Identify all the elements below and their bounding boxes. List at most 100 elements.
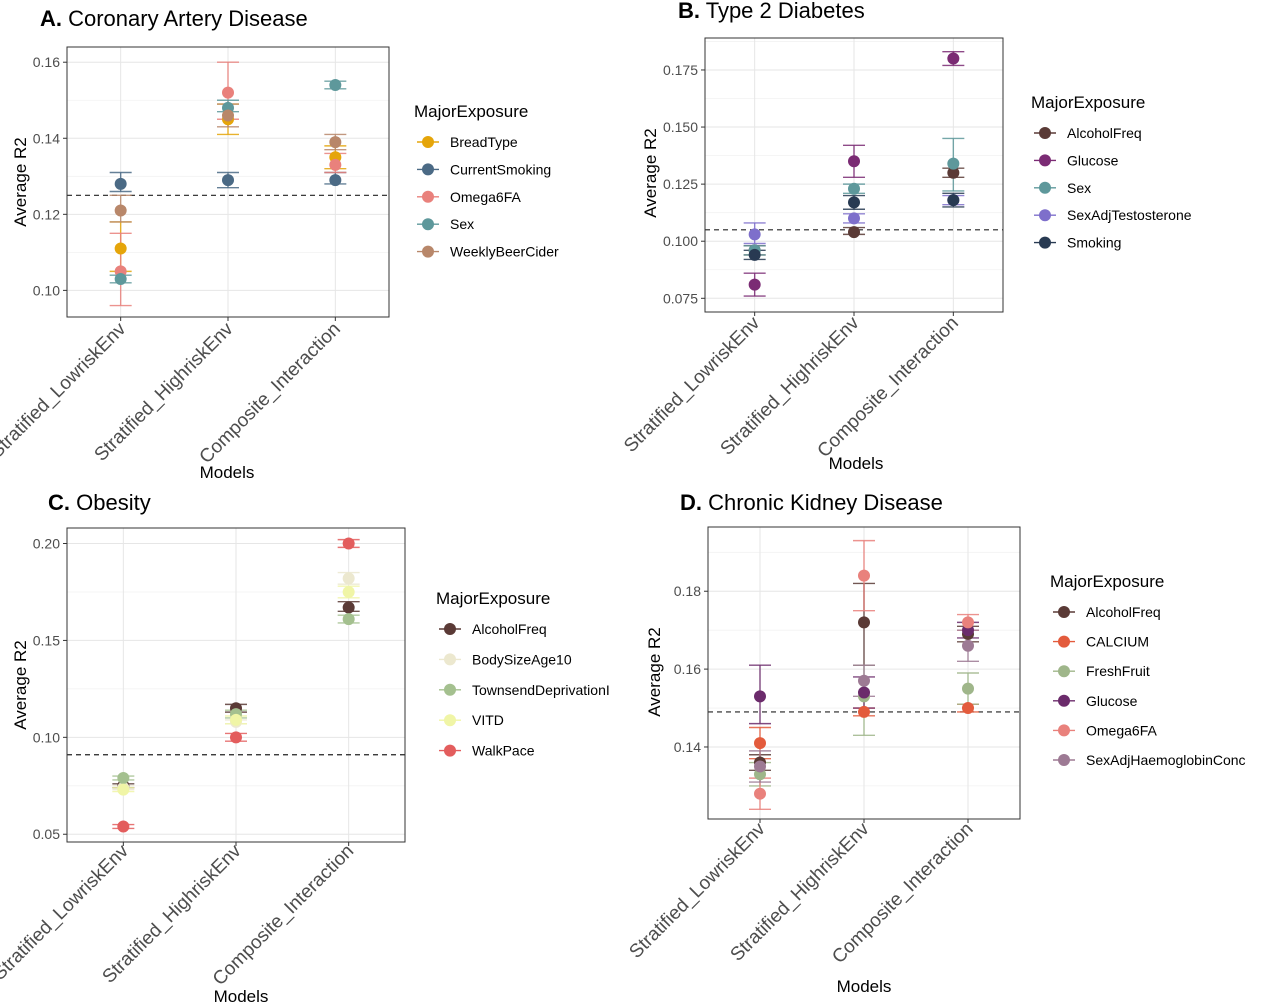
- legend-item: CurrentSmoking: [417, 161, 551, 177]
- legend-item: WeeklyBeerCider: [417, 244, 559, 260]
- panel-title: A. Coronary Artery Disease: [40, 6, 308, 31]
- legend-label: Omega6FA: [450, 189, 521, 205]
- data-point: [114, 177, 127, 190]
- legend-item: Omega6FA: [1053, 722, 1157, 738]
- legend-title: MajorExposure: [436, 589, 550, 608]
- legend-key-point: [1058, 694, 1070, 707]
- panel-title: C. Obesity: [48, 490, 151, 515]
- data-point: [754, 787, 766, 800]
- legend-key-point: [422, 218, 434, 231]
- legend-label: VITD: [472, 712, 504, 728]
- data-point: [342, 572, 355, 585]
- panel-letter: B.: [678, 0, 700, 23]
- panel-title: D. Chronic Kidney Disease: [680, 490, 943, 515]
- legend-label: BreadType: [450, 134, 518, 150]
- data-point: [848, 226, 860, 239]
- data-point: [342, 601, 355, 614]
- legend-key-point: [422, 190, 434, 203]
- legend-item: Glucose: [1034, 152, 1119, 168]
- legend-label: SexAdjHaemoglobinConc: [1086, 752, 1246, 768]
- data-point: [848, 155, 860, 168]
- legend-item: Glucose: [1053, 693, 1138, 709]
- legend-title: MajorExposure: [414, 102, 528, 121]
- data-point: [342, 613, 355, 626]
- panel-letter: C.: [48, 490, 70, 515]
- data-point: [114, 242, 127, 255]
- legend-key-point: [1058, 724, 1070, 737]
- legend-key-point: [444, 623, 456, 635]
- x-axis-label: Models: [837, 977, 892, 996]
- data-point: [222, 174, 234, 187]
- y-tick-label: 0.175: [663, 62, 698, 78]
- legend-item: Omega6FA: [417, 189, 521, 205]
- data-point: [114, 204, 127, 217]
- data-point: [117, 820, 130, 833]
- data-point: [858, 569, 870, 582]
- data-point: [329, 136, 342, 149]
- legend-key-point: [422, 245, 434, 258]
- legend-item: SexAdjTestosterone: [1034, 207, 1192, 223]
- legend-label: Sex: [450, 216, 474, 232]
- legend-key-point: [1039, 127, 1051, 139]
- y-axis-label: Average R2: [645, 627, 664, 716]
- legend-key-point: [422, 136, 434, 148]
- data-point: [230, 731, 242, 744]
- data-point: [754, 760, 766, 773]
- data-point: [962, 639, 974, 652]
- y-tick-label: 0.20: [33, 536, 60, 552]
- data-point: [947, 52, 960, 65]
- legend-key-point: [1039, 209, 1051, 222]
- data-point: [748, 278, 761, 291]
- data-point: [754, 690, 766, 703]
- data-point: [848, 196, 860, 209]
- y-tick-label: 0.150: [663, 119, 698, 135]
- legend: MajorExposure AlcoholFreq BodySizeAge10 Tow…: [436, 589, 610, 759]
- y-tick-label: 0.10: [33, 729, 60, 745]
- x-axis-label: Models: [214, 987, 269, 1006]
- legend-title: MajorExposure: [1050, 572, 1164, 591]
- legend-item: WalkPace: [439, 743, 535, 759]
- data-point: [962, 702, 974, 715]
- data-point: [848, 182, 860, 195]
- panel-title-text: Coronary Artery Disease: [62, 6, 308, 31]
- data-point: [947, 194, 960, 207]
- data-point: [858, 674, 870, 687]
- legend-key-point: [422, 163, 434, 176]
- legend-key-point: [1058, 606, 1070, 618]
- data-point: [114, 272, 127, 285]
- data-point: [748, 228, 761, 241]
- data-point: [754, 737, 766, 750]
- panel-letter: A.: [40, 6, 62, 31]
- data-point: [342, 585, 355, 598]
- legend-key-point: [1039, 181, 1051, 194]
- chart-panel-2: B. Type 2 Diabetes 0.075 0.100 0.125 0.150 0.…: [620, 0, 1192, 473]
- legend-item: TownsendDeprivationI: [439, 682, 610, 698]
- legend-label: AlcoholFreq: [1067, 125, 1142, 141]
- legend-item: SexAdjHaemoglobinConc: [1053, 752, 1246, 768]
- legend-item: Smoking: [1034, 235, 1121, 251]
- data-point: [222, 86, 234, 99]
- legend-label: CurrentSmoking: [450, 161, 551, 177]
- data-point: [962, 682, 974, 695]
- legend-label: WeeklyBeerCider: [450, 244, 559, 260]
- data-point: [858, 616, 870, 629]
- legend-label: CALCIUM: [1086, 634, 1149, 650]
- legend-item: BodySizeAge10: [439, 651, 572, 667]
- panel-title-text: Obesity: [70, 490, 151, 515]
- data-point: [117, 783, 130, 796]
- y-tick-label: 0.10: [33, 282, 60, 298]
- y-tick-label: 0.05: [33, 826, 60, 842]
- legend-key-point: [444, 714, 456, 727]
- legend: MajorExposure AlcoholFreq Glucose Sex SexAdj…: [1031, 93, 1192, 251]
- legend-label: Glucose: [1067, 152, 1119, 168]
- legend-key-point: [444, 744, 456, 757]
- legend-label: Sex: [1067, 180, 1091, 196]
- y-tick-label: 0.16: [33, 54, 60, 70]
- legend-item: CALCIUM: [1053, 634, 1149, 650]
- y-axis-label: Average R2: [11, 640, 30, 729]
- data-point: [858, 686, 870, 699]
- legend-key-point: [1058, 665, 1070, 678]
- panel-title-text: Type 2 Diabetes: [700, 0, 865, 23]
- data-point: [947, 166, 960, 179]
- legend: MajorExposure AlcoholFreq CALCIUM FreshFrui…: [1050, 572, 1246, 768]
